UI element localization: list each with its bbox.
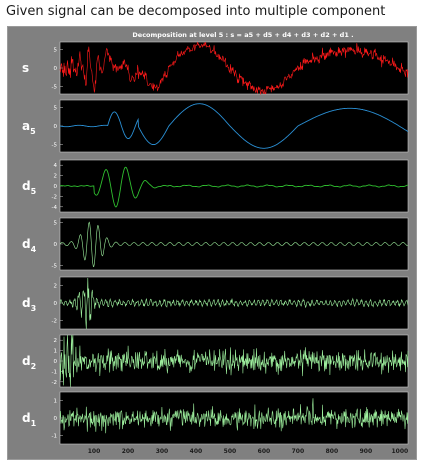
y-tick-d1-1: 0	[54, 416, 58, 422]
ylabel-d1: d1	[22, 411, 37, 428]
x-tick-7: 800	[326, 448, 339, 455]
x-tick-3: 400	[190, 448, 203, 455]
series-line-d4	[59, 221, 409, 268]
ylabel-d5: d5	[22, 179, 37, 196]
x-tick-8: 900	[360, 448, 373, 455]
panel-d3: 2 0 -2 d3	[22, 276, 409, 330]
ylabel-d3: d3	[22, 296, 36, 313]
chart-title: Decomposition at level 5 : s = a5 + d5 +…	[132, 31, 354, 39]
y-tick-d2-4: -2	[52, 380, 57, 386]
y-tick-d3-2: -2	[52, 318, 57, 324]
x-tick-0: 100	[88, 448, 101, 455]
y-tick-d3-1: 0	[54, 301, 58, 307]
series-line-s	[59, 41, 409, 96]
image-caption: Given signal can be decomposed into mult…	[6, 4, 386, 19]
panel-s: 5 0 -5 s	[22, 41, 409, 96]
x-tick-4: 500	[224, 448, 237, 455]
y-tick-a5-0: 5	[54, 105, 58, 111]
x-tick-5: 600	[258, 448, 271, 455]
y-tick-s-0: 5	[54, 47, 58, 53]
y-tick-s-2: -5	[52, 85, 58, 91]
y-tick-a5-1: 0	[54, 124, 58, 130]
ylabel-d2: d2	[22, 354, 36, 371]
y-tick-d4-2: -5	[52, 264, 58, 270]
ylabel-d4: d4	[22, 237, 37, 254]
series-line-a5	[59, 103, 409, 149]
x-tick-1: 200	[122, 448, 135, 455]
y-tick-d2-0: 2	[54, 338, 58, 344]
ylabel-a5: a5	[22, 119, 36, 136]
series-line-d5	[59, 166, 409, 208]
y-tick-s-1: 0	[54, 66, 58, 72]
panel-d2: 2 1 0 -1 -2 d2	[22, 334, 409, 388]
y-tick-d5-1: 2	[54, 174, 58, 180]
y-tick-d5-3: -2	[52, 194, 57, 200]
panel-bg-s	[59, 41, 409, 95]
y-tick-d1-0: 1	[54, 399, 58, 405]
y-tick-d2-1: 1	[54, 349, 58, 355]
y-tick-d5-0: 4	[54, 163, 58, 169]
series-line-d3	[59, 277, 409, 330]
y-tick-d4-1: 0	[54, 242, 58, 248]
panel-d5: 4 2 0 -2 -4 d5	[22, 159, 409, 213]
y-tick-d5-4: -4	[52, 205, 58, 211]
x-tick-9: 1000	[391, 448, 408, 455]
x-tick-2: 300	[156, 448, 169, 455]
panel-d1: 1 0 -1 d1	[22, 391, 409, 445]
panel-d4: 5 0 -5 d4	[22, 217, 409, 271]
y-tick-d4-0: 5	[54, 220, 58, 226]
panel-bg-a5	[59, 99, 409, 153]
series-line-d1	[59, 398, 409, 434]
x-tick-6: 700	[292, 448, 305, 455]
y-tick-d2-2: 0	[54, 359, 58, 365]
ylabel-s: s	[22, 61, 29, 75]
y-tick-a5-2: -5	[52, 143, 58, 149]
y-tick-d5-2: 0	[54, 184, 58, 190]
y-tick-d1-2: -1	[52, 433, 57, 439]
y-tick-d3-0: 2	[54, 284, 58, 290]
series-line-d2	[59, 334, 409, 388]
y-tick-d2-3: -1	[52, 369, 57, 375]
panel-a5: 5 0 -5 a5	[22, 99, 409, 153]
